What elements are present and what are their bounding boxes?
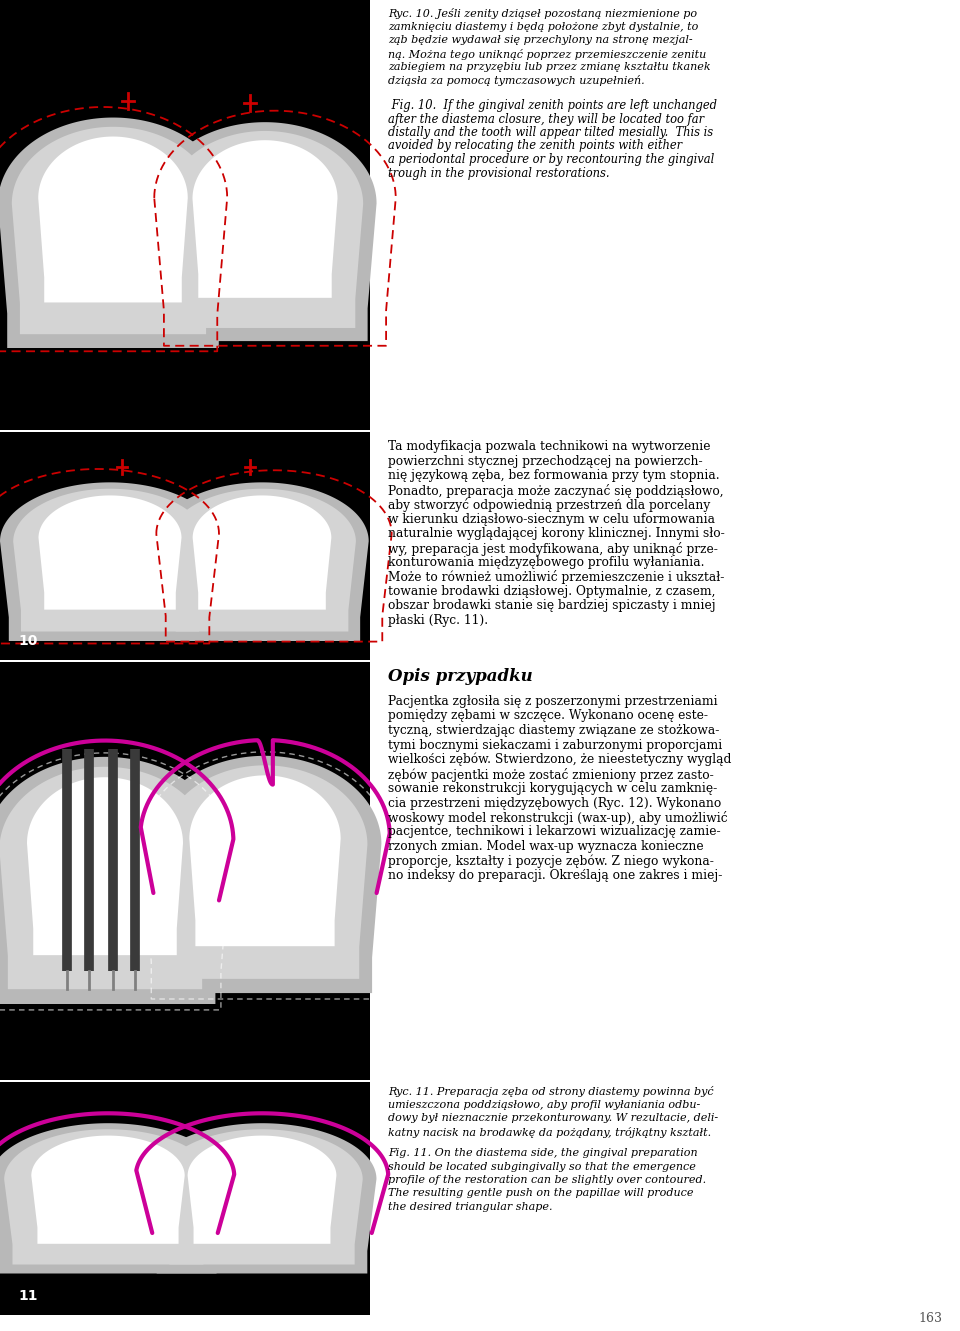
Polygon shape: [154, 122, 376, 341]
Text: Pacjentka zgłosiła się z poszerzonymi przestrzeniami: Pacjentka zgłosiła się z poszerzonymi pr…: [388, 695, 718, 708]
Text: ząb będzie wydawał się przechylony na stronę mezjal-: ząb będzie wydawał się przechylony na st…: [388, 35, 692, 45]
Text: obszar brodawki stanie się bardziej spiczasty i mniej: obszar brodawki stanie się bardziej spic…: [388, 599, 715, 612]
Polygon shape: [218, 154, 312, 268]
Polygon shape: [63, 506, 156, 588]
Bar: [0, 0, 370, 430]
Text: The resulting gentle push on the papillae will produce: The resulting gentle push on the papilla…: [388, 1189, 693, 1198]
Text: zębów pacjentki może zostać zmieniony przez zasto-: zębów pacjentki może zostać zmieniony pr…: [388, 768, 713, 781]
Text: nię językową zęba, bez formowania przy tym stopnia.: nię językową zęba, bez formowania przy t…: [388, 469, 720, 482]
Polygon shape: [27, 777, 183, 956]
Text: wy, preparacja jest modyfikowana, aby uniknąć prze-: wy, preparacja jest modyfikowana, aby un…: [388, 542, 718, 555]
Text: ną. Można tego uniknąć poprzez przemieszczenie zenitu: ną. Można tego uniknąć poprzez przemiesz…: [388, 48, 707, 60]
Polygon shape: [38, 137, 188, 302]
Text: Ponadto, preparacja może zaczynać się poddziąsłowo,: Ponadto, preparacja może zaczynać się po…: [388, 483, 724, 498]
Polygon shape: [193, 495, 331, 610]
Polygon shape: [168, 488, 356, 631]
Polygon shape: [55, 792, 156, 921]
Text: umieszczona poddziąsłowo, aby profil wyłaniania odbu-: umieszczona poddziąsłowo, aby profil wył…: [388, 1099, 700, 1110]
Text: cia przestrzeni międzyzębowych (Ryc. 12). Wykonano: cia przestrzeni międzyzębowych (Ryc. 12)…: [388, 796, 721, 809]
Polygon shape: [217, 506, 307, 588]
Polygon shape: [38, 495, 181, 610]
Polygon shape: [193, 140, 338, 298]
Polygon shape: [4, 1129, 212, 1264]
Text: powierzchni stycznej przechodzącej na powierzch-: powierzchni stycznej przechodzącej na po…: [388, 454, 703, 467]
Polygon shape: [216, 791, 314, 913]
Text: after the diastema closure, they will be located too far: after the diastema closure, they will be…: [388, 113, 704, 125]
Text: towanie brodawki dziąsłowej. Optymalnie, z czasem,: towanie brodawki dziąsłowej. Optymalnie,…: [388, 586, 715, 598]
Polygon shape: [0, 117, 228, 347]
Text: w kierunku dziąsłowo-siecznym w celu uformowania: w kierunku dziąsłowo-siecznym w celu ufo…: [388, 512, 715, 526]
Text: zamknięciu diastemy i będą położone zbyt dystalnie, to: zamknięciu diastemy i będą położone zbyt…: [388, 21, 698, 32]
Text: no indeksy do preparacji. Określają one zakres i miej-: no indeksy do preparacji. Określają one …: [388, 869, 722, 882]
Bar: [0, 662, 370, 1079]
Text: should be located subgingivally so that the emergence: should be located subgingivally so that …: [388, 1162, 696, 1171]
Polygon shape: [64, 150, 161, 270]
Text: Opis przypadku: Opis przypadku: [388, 668, 533, 685]
Polygon shape: [148, 1123, 376, 1274]
Text: aby stworzyć odpowiednią przestrzeń dla porcelany: aby stworzyć odpowiednią przestrzeń dla …: [388, 498, 710, 512]
Text: Może to również umożliwić przemieszczenie i ukształ-: Może to również umożliwić przemieszczeni…: [388, 571, 725, 584]
Polygon shape: [0, 767, 210, 989]
Text: trough in the provisional restorations.: trough in the provisional restorations.: [388, 166, 610, 180]
Text: dziąsła za pomocą tymczasowych uzupełnień.: dziąsła za pomocą tymczasowych uzupełnie…: [388, 76, 644, 87]
Polygon shape: [161, 1129, 363, 1264]
Text: Fig. 10.  If the gingival zenith points are left unchanged: Fig. 10. If the gingival zenith points a…: [388, 98, 717, 112]
Polygon shape: [32, 1135, 184, 1243]
Text: dowy był nieznacznie przekonturowany. W rezultacie, deli-: dowy był nieznacznie przekonturowany. W …: [388, 1113, 718, 1123]
Polygon shape: [156, 482, 369, 642]
Text: pacjentce, technikowi i lekarzowi wizualizację zamie-: pacjentce, technikowi i lekarzowi wizual…: [388, 825, 721, 839]
Text: tyczną, stwierdzając diastemy związane ze stożkowa-: tyczną, stwierdzając diastemy związane z…: [388, 724, 719, 737]
Text: Ta modyfikacja pozwala technikowi na wytworzenie: Ta modyfikacja pozwala technikowi na wyt…: [388, 441, 710, 453]
Text: konturowania międzyzębowego profilu wyłaniania.: konturowania międzyzębowego profilu wyła…: [388, 556, 705, 568]
Text: tymi bocznymi siekaczami i zaburzonymi proporcjami: tymi bocznymi siekaczami i zaburzonymi p…: [388, 739, 722, 752]
Text: Fig. 11. On the diastema side, the gingival preparation: Fig. 11. On the diastema side, the gingi…: [388, 1149, 698, 1158]
Text: proporcje, kształty i pozycje zębów. Z niego wykona-: proporcje, kształty i pozycje zębów. Z n…: [388, 855, 714, 868]
Text: Ryc. 11. Preparacja zęba od strony diastemy powinna być: Ryc. 11. Preparacja zęba od strony diast…: [388, 1086, 713, 1097]
Bar: [0, 1082, 370, 1315]
Text: woskowy model rekonstrukcji (wax-up), aby umożliwić: woskowy model rekonstrukcji (wax-up), ab…: [388, 811, 728, 825]
Polygon shape: [189, 776, 341, 946]
Polygon shape: [0, 1123, 226, 1274]
Text: distally and the tooth will appear tilted mesially.  This is: distally and the tooth will appear tilte…: [388, 126, 713, 138]
Text: Ryc. 10. Jeśli zenity dziąseł pozostaną niezmienione po: Ryc. 10. Jeśli zenity dziąseł pozostaną …: [388, 8, 697, 19]
Text: zabiegiem na przyzębiu lub przez zmianę kształtu tkanek: zabiegiem na przyzębiu lub przez zmianę …: [388, 63, 710, 72]
Polygon shape: [12, 126, 214, 334]
Bar: [0, 433, 370, 660]
Text: rzonych zmian. Model wax-up wyznacza konieczne: rzonych zmian. Model wax-up wyznacza kon…: [388, 840, 704, 853]
Text: a periodontal procedure or by recontouring the gingival: a periodontal procedure or by recontouri…: [388, 153, 714, 166]
Polygon shape: [149, 756, 381, 993]
Text: profile of the restoration can be slightly over contoured.: profile of the restoration can be slight…: [388, 1175, 707, 1185]
Text: 10: 10: [18, 634, 37, 648]
Text: płaski (Ryc. 11).: płaski (Ryc. 11).: [388, 614, 488, 627]
Polygon shape: [162, 765, 368, 978]
Polygon shape: [214, 1145, 310, 1223]
Polygon shape: [13, 488, 206, 631]
Text: katny nacisk na brodawkę da pożądany, trójkątny kształt.: katny nacisk na brodawkę da pożądany, tr…: [388, 1126, 711, 1138]
Text: avoided by relocating the zenith points with either: avoided by relocating the zenith points …: [388, 140, 683, 153]
Text: 163: 163: [918, 1312, 942, 1324]
Polygon shape: [59, 1145, 157, 1223]
Text: sowanie rekonstrukcji korygujących w celu zamknię-: sowanie rekonstrukcji korygujących w cel…: [388, 783, 717, 795]
Polygon shape: [187, 1135, 336, 1243]
Polygon shape: [167, 130, 363, 327]
Polygon shape: [0, 757, 225, 1004]
Polygon shape: [0, 482, 220, 642]
Text: pomiędzy zębami w szczęce. Wykonano ocenę este-: pomiędzy zębami w szczęce. Wykonano ocen…: [388, 709, 708, 723]
Text: wielkości zębów. Stwierdzono, że nieestetyczny wygląd: wielkości zębów. Stwierdzono, że nieeste…: [388, 753, 732, 767]
Text: 11: 11: [18, 1288, 37, 1303]
Text: the desired triangular shape.: the desired triangular shape.: [388, 1202, 553, 1213]
Text: naturalnie wyglądającej korony klinicznej. Innymi sło-: naturalnie wyglądającej korony kliniczne…: [388, 527, 725, 540]
